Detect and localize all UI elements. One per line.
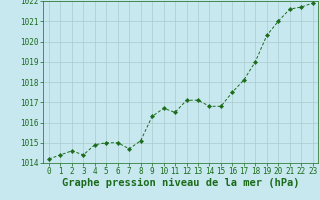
X-axis label: Graphe pression niveau de la mer (hPa): Graphe pression niveau de la mer (hPa)	[62, 178, 300, 188]
